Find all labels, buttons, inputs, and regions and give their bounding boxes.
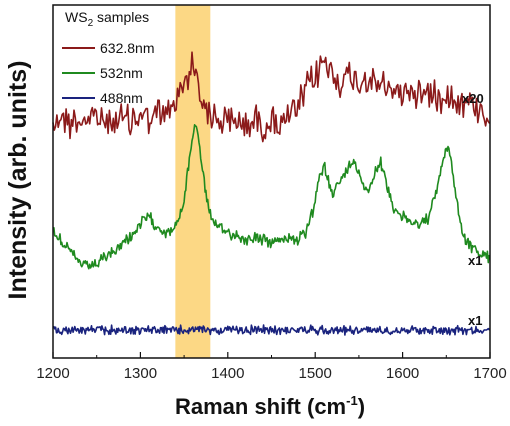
- series-layer: [52, 51, 491, 336]
- legend-title: WS2 samples: [65, 9, 149, 29]
- plot-frame: [52, 4, 491, 359]
- multiplier-label: x1: [468, 253, 482, 268]
- legend: WS2 samples 632.8nm 532nm 488nm: [62, 9, 154, 106]
- legend-entry: 632.8nm: [100, 40, 154, 56]
- x-tick-label: 1700: [473, 365, 506, 382]
- x-tick-label: 1400: [211, 365, 244, 382]
- x-axis-title: Raman shift (cm-1): [175, 393, 365, 419]
- legend-entry: 488nm: [100, 90, 143, 106]
- series-line-1: [52, 124, 491, 270]
- y-axis-title: Intensity (arb. units): [4, 61, 32, 300]
- series-line-0: [52, 51, 491, 143]
- x-tick-label: 1300: [124, 365, 157, 382]
- x-tick-label: 1600: [386, 365, 419, 382]
- x-axis: 1200 1300 1400 1500 1600 1700: [36, 352, 507, 382]
- x-tick-label: 1500: [299, 365, 332, 382]
- multiplier-label: x1: [468, 313, 482, 328]
- x-tick-label: 1200: [36, 365, 69, 382]
- legend-entry: 532nm: [100, 65, 143, 81]
- series-line-2: [52, 324, 491, 336]
- multiplier-label: x20: [462, 91, 484, 106]
